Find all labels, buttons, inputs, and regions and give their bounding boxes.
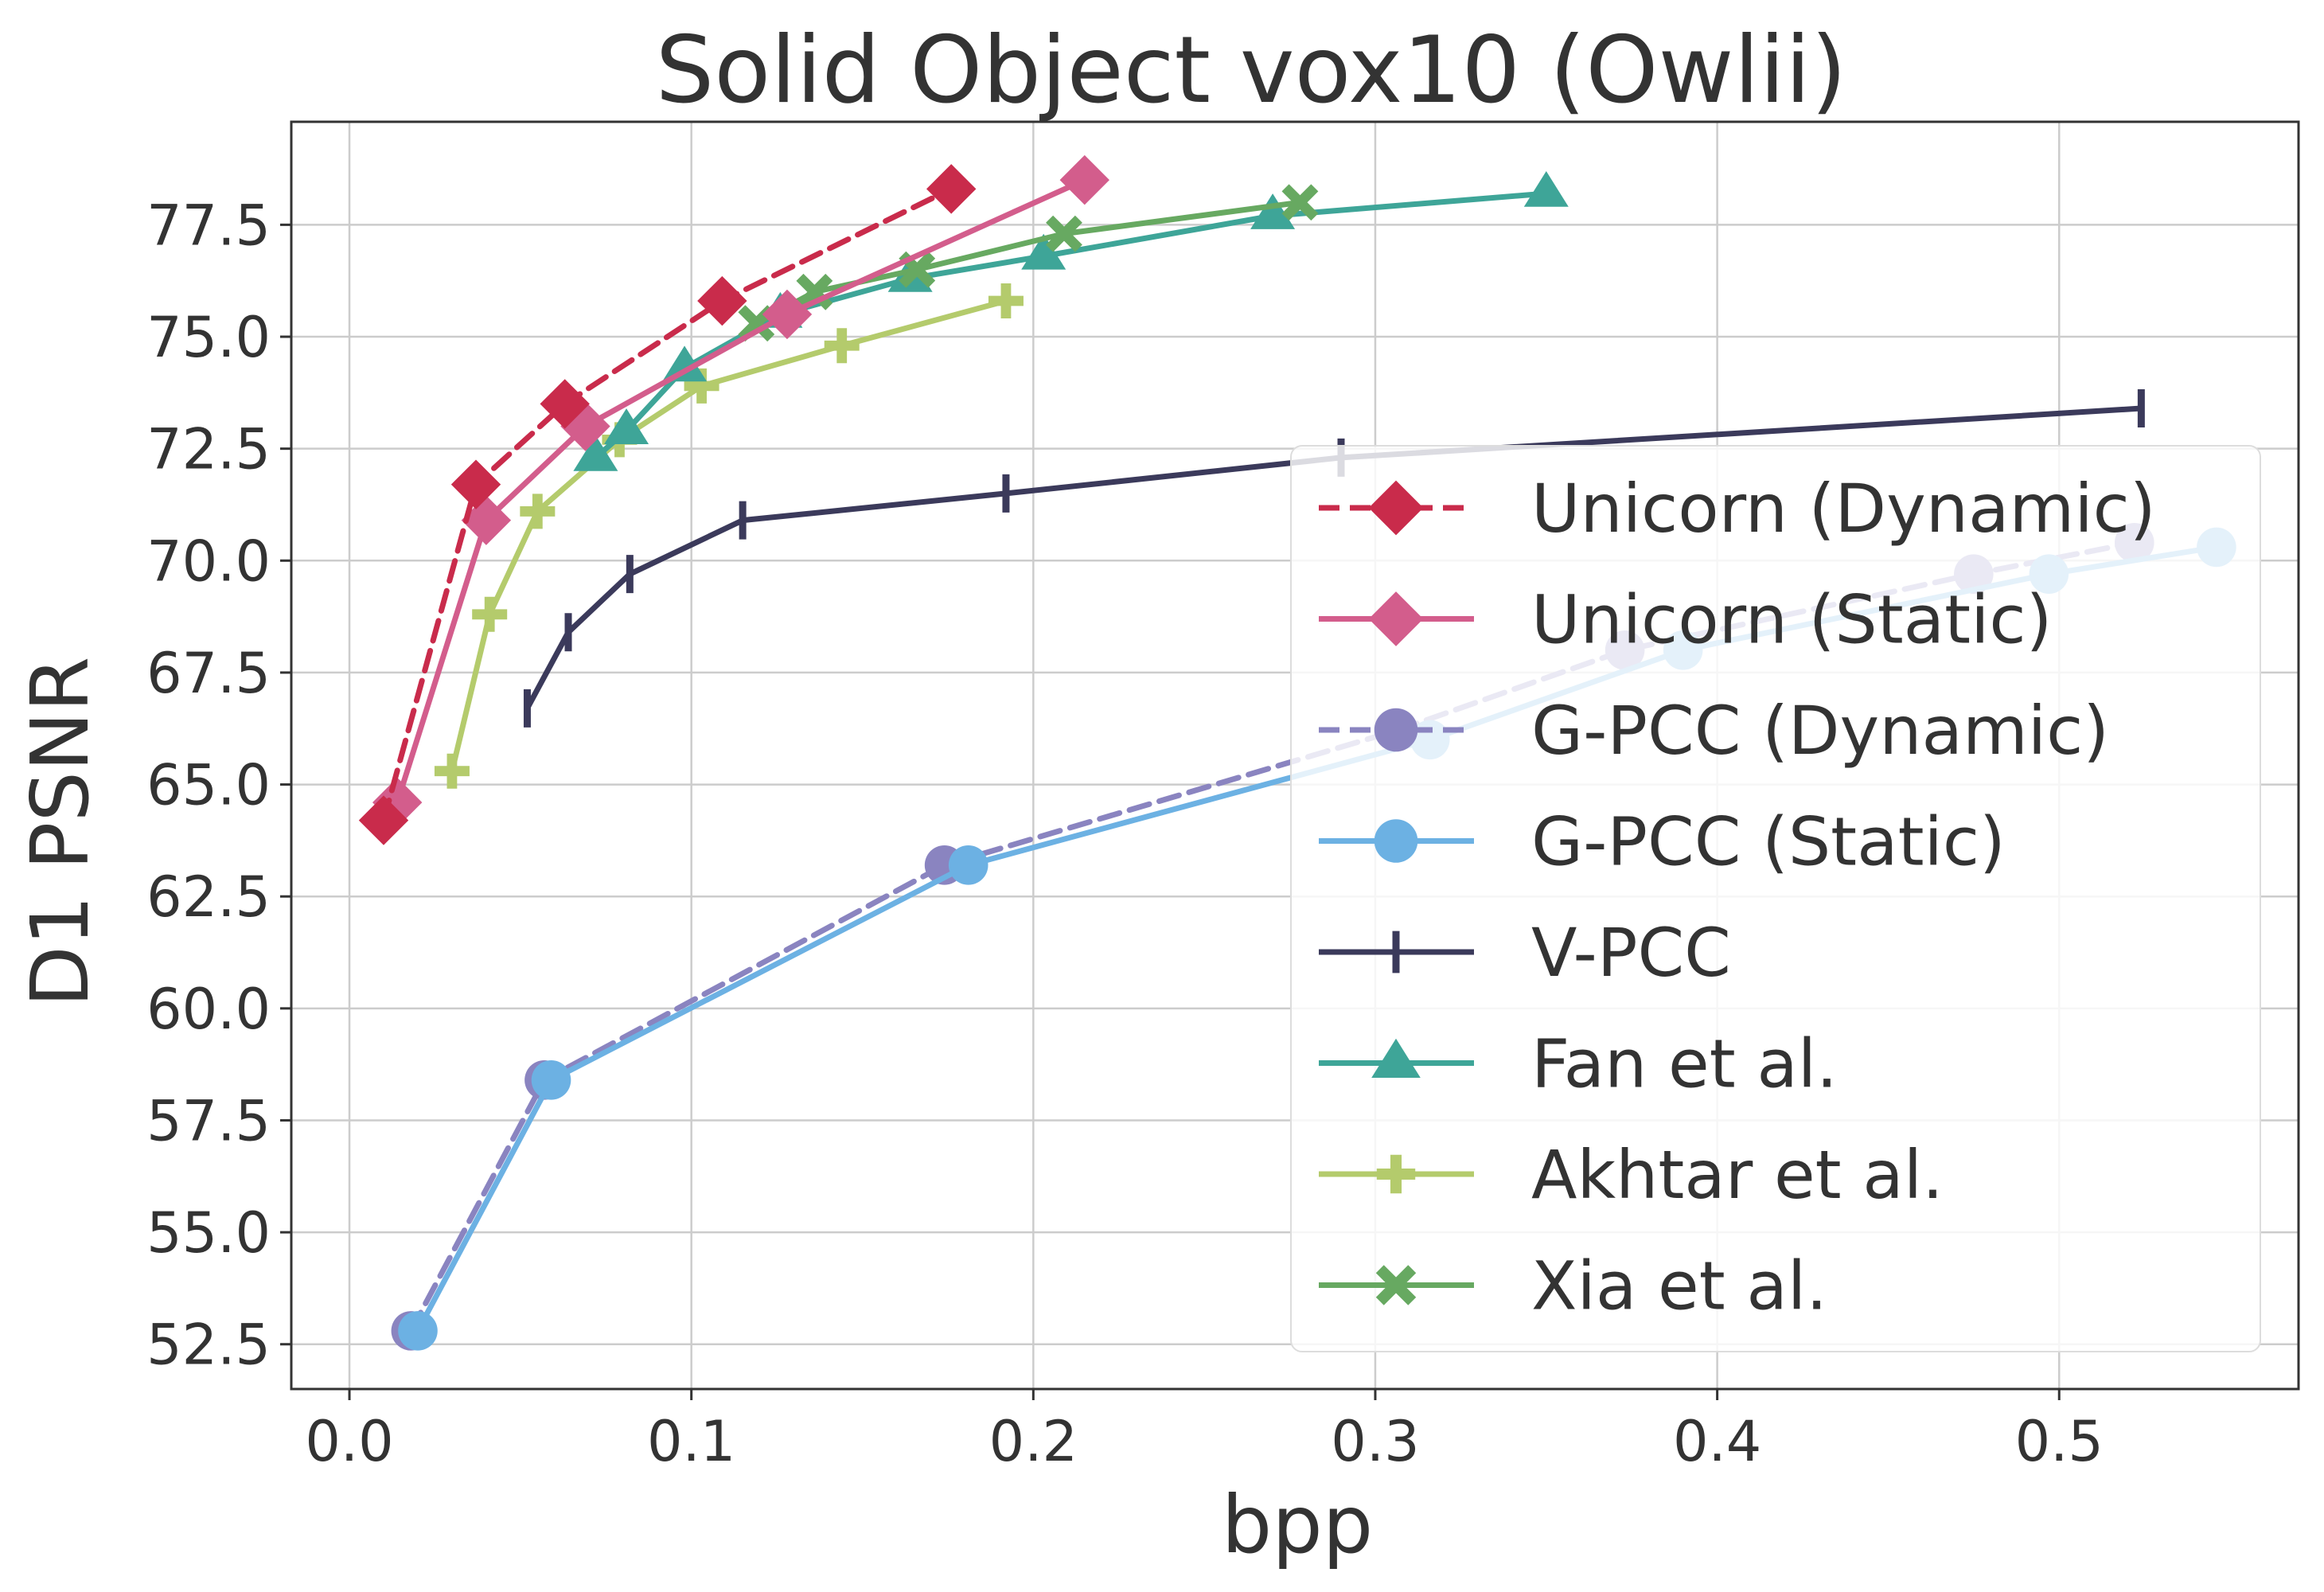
data-point	[604, 408, 649, 444]
data-point	[1046, 215, 1082, 252]
legend-item: Fan et al.	[1319, 1025, 1838, 1103]
legend-item: G-PCC (Dynamic)	[1319, 692, 2109, 770]
chart-title: Solid Object vox10 (Owlii)	[656, 17, 1847, 124]
x-tick-label: 0.0	[305, 1409, 393, 1474]
legend-item: Unicorn (Static)	[1319, 581, 2052, 659]
legend-box	[1290, 445, 2261, 1352]
legend-marker	[1368, 591, 1424, 646]
y-tick-label: 70.0	[146, 529, 271, 594]
series-unicorn-dynamic	[358, 164, 977, 845]
data-point	[697, 275, 747, 326]
x-tick-label: 0.2	[989, 1409, 1078, 1474]
legend-item: Akhtar et al.	[1319, 1136, 1944, 1214]
legend-item: V-PCC	[1319, 914, 1731, 992]
data-point	[1281, 184, 1319, 221]
data-point	[662, 345, 708, 382]
data-point	[461, 495, 512, 545]
legend: Unicorn (Dynamic) Unicorn (Static) G-PCC (…	[1290, 445, 2261, 1352]
x-axis-title: bpp	[1222, 1478, 1373, 1571]
legend-marker	[1374, 708, 1418, 752]
legend-item: Xia et al.	[1319, 1247, 1827, 1325]
x-tick-label: 0.4	[1673, 1409, 1761, 1474]
data-point	[434, 753, 470, 789]
y-tick-label: 67.5	[146, 641, 271, 706]
legend-label: Fan et al.	[1531, 1025, 1838, 1103]
legend-item: Unicorn (Dynamic)	[1319, 470, 2156, 548]
data-point	[988, 283, 1024, 319]
y-tick-label: 57.5	[146, 1088, 271, 1153]
data-point	[762, 289, 813, 340]
y-axis-title: D1 PSNR	[14, 657, 107, 1007]
legend-label: G-PCC (Static)	[1531, 803, 2006, 881]
legend-marker	[1375, 1265, 1417, 1305]
data-point	[520, 494, 556, 529]
data-point	[540, 379, 590, 429]
data-point	[531, 1060, 571, 1100]
data-point	[1523, 171, 1569, 207]
legend-label: Akhtar et al.	[1531, 1136, 1944, 1214]
plot-frame	[290, 120, 2300, 1391]
data-point	[926, 164, 977, 214]
legend-marker	[1374, 819, 1418, 863]
y-tick-label: 77.5	[146, 193, 271, 258]
y-tick-label: 62.5	[146, 864, 271, 930]
legend-marker	[1371, 1038, 1421, 1078]
data-point	[450, 459, 501, 509]
y-tick-label: 60.0	[146, 977, 271, 1042]
data-point	[1021, 233, 1066, 270]
legend-item: G-PCC (Static)	[1319, 803, 2006, 881]
legend-label: V-PCC	[1531, 914, 1731, 992]
data-point	[796, 273, 833, 310]
data-point	[948, 845, 988, 885]
tick-labels: 0.0 0.1 0.2 0.3 0.4 0.5 52.5 55.0 57.5 60.0 62.5 65…	[146, 193, 2104, 1474]
x-tick-label: 0.3	[1331, 1409, 1419, 1474]
y-tick-label: 55.0	[146, 1200, 271, 1266]
data-point	[358, 795, 409, 845]
legend-label: G-PCC (Dynamic)	[1531, 692, 2109, 770]
data-point	[472, 596, 508, 632]
y-tick-label: 65.0	[146, 753, 271, 818]
y-tick-label: 72.5	[146, 417, 271, 482]
x-tick-label: 0.1	[647, 1409, 735, 1474]
data-point	[573, 435, 618, 471]
data-point	[1250, 193, 1296, 229]
legend-marker	[1376, 1154, 1416, 1194]
legend-marker	[1368, 480, 1424, 536]
data-point	[398, 1311, 438, 1351]
legend-label: Unicorn (Dynamic)	[1531, 470, 2156, 548]
series-line	[592, 190, 1550, 461]
data-point	[824, 328, 860, 364]
legend-label: Xia et al.	[1531, 1247, 1827, 1325]
y-tick-label: 52.5	[146, 1313, 271, 1378]
y-tick-label: 75.0	[146, 305, 271, 370]
legend-label: Unicorn (Static)	[1531, 581, 2052, 659]
x-tick-label: 0.5	[2015, 1409, 2104, 1474]
data-point	[1059, 154, 1109, 205]
